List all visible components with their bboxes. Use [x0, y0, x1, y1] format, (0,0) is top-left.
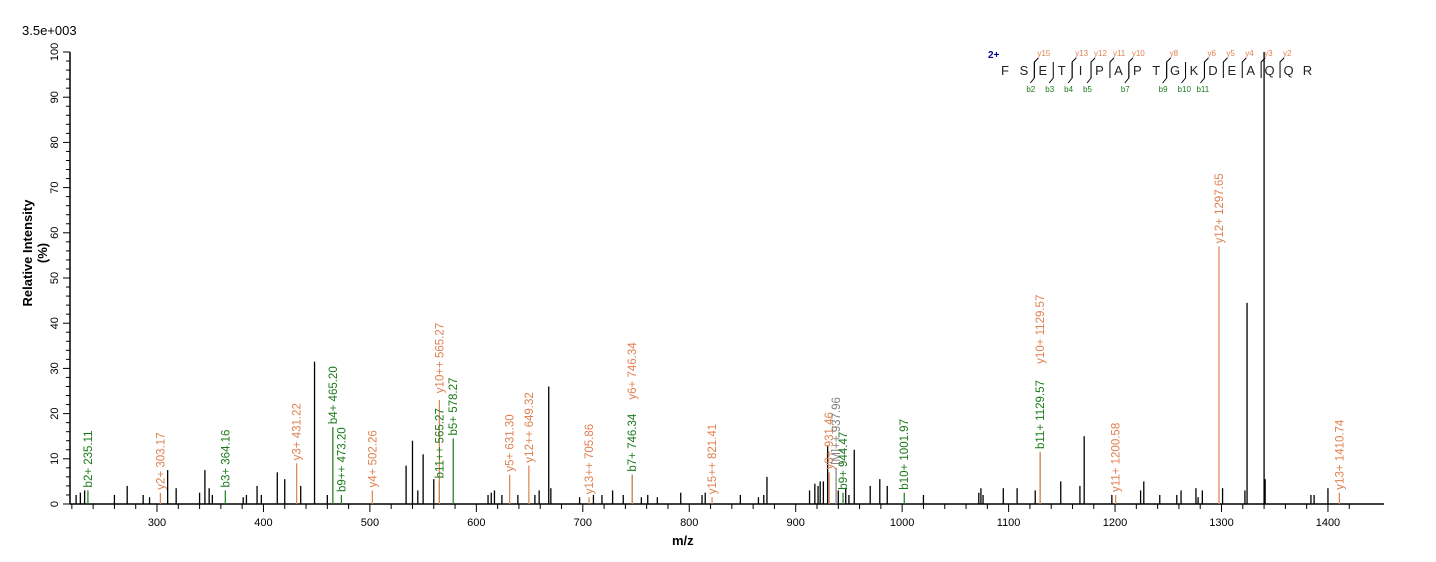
x-tick-label: 1300 [1209, 517, 1233, 529]
peak-label: y13+ 1410.74 [1334, 419, 1346, 490]
x-tick-label: 1100 [997, 517, 1021, 529]
residue: A [1246, 63, 1255, 78]
y-tick-label: 80 [49, 136, 61, 148]
peak-label: y10+ 1129.57 [1035, 295, 1047, 364]
peaks [75, 52, 1340, 504]
peak-label: b4+ 465.20 [328, 366, 340, 424]
peak-label: y11+ 1200.58 [1111, 423, 1123, 492]
y-tick-label: 50 [49, 272, 61, 284]
y-ion-marker: y6 [1207, 49, 1216, 58]
y-tick-label: 100 [49, 43, 61, 61]
peak-label: b10+ 1001.97 [899, 419, 911, 490]
x-tick-label: 1400 [1316, 517, 1340, 529]
y-ion-marker: y11 [1113, 49, 1126, 58]
residue: T [1152, 63, 1160, 78]
residue: A [1114, 63, 1123, 78]
y-tick-label: 70 [49, 181, 61, 193]
residue: G [1170, 63, 1180, 78]
peak-label: b11++ 565.27 [434, 408, 446, 478]
x-tick-label: 600 [467, 517, 485, 529]
residue: P [1095, 63, 1104, 78]
y-ion-marker: y5 [1226, 49, 1235, 58]
b-ion-marker: b2 [1026, 85, 1035, 94]
peak-label: [M]++ 937.96 [831, 397, 843, 465]
residue: R [1303, 63, 1312, 78]
y-tick-label: 20 [49, 407, 61, 419]
peak-label: b7+ 746.34 [627, 413, 639, 471]
peak-label: y8+ 931.46 [824, 412, 836, 469]
peak-label: y6+ 746.34 [627, 342, 639, 400]
peak-label: y13++ 705.86 [584, 424, 596, 494]
x-tick-label: 800 [680, 517, 698, 529]
peak-label: y3+ 431.22 [292, 403, 304, 460]
residue: P [1133, 63, 1142, 78]
charge-state: 2+ [988, 50, 1000, 61]
residue: F [1001, 63, 1009, 78]
residue: Q [1283, 63, 1293, 78]
peak-label: y4+ 502.26 [367, 430, 379, 487]
x-tick-label: 1200 [1103, 517, 1127, 529]
peak-label: b3+ 364.16 [220, 430, 232, 488]
y-tick-label: 40 [49, 317, 61, 329]
x-tick-label: 1000 [890, 517, 914, 529]
y-tick-label: 0 [49, 501, 61, 507]
x-tick-label: 700 [574, 517, 592, 529]
x-tick-label: 500 [361, 517, 379, 529]
b-ion-marker: b9 [1159, 85, 1168, 94]
y-ion-marker: y15 [1037, 49, 1050, 58]
y-ion-marker: y8 [1170, 49, 1179, 58]
residue: T [1058, 63, 1066, 78]
peak-label: y5+ 631.30 [505, 414, 517, 471]
y-ion-marker: y2 [1283, 49, 1292, 58]
peak-labels: b2+ 235.11 y2+ 303.17 b3+ 364.16 y3+ 431.22… [83, 173, 1346, 494]
peak-label: y2+ 303.17 [155, 432, 167, 489]
residue: K [1190, 63, 1199, 78]
residue: Q [1265, 63, 1275, 78]
y-ion-marker: y12 [1094, 49, 1107, 58]
x-tick-label: 300 [148, 517, 166, 529]
peak-label: b5+ 578.27 [448, 378, 460, 436]
peak-label: b11+ 1129.57 [1035, 380, 1047, 449]
x-tick-label: 400 [254, 517, 272, 529]
axes: 300 400 500 600 700 800 900 1000 1100 1200 1300 140… [49, 43, 1384, 529]
residue: E [1227, 63, 1236, 78]
residue: I [1079, 63, 1083, 78]
peak-label: y15++ 821.41 [707, 424, 719, 494]
peak-label: b9+ 944.47 [838, 432, 850, 490]
peak-label: y10++ 565.27 [434, 323, 446, 393]
y-tick-label: 90 [49, 91, 61, 103]
residue: D [1208, 63, 1217, 78]
x-axis-title: m/z [672, 533, 694, 548]
y-ion-marker: y10 [1132, 49, 1145, 58]
residue: S [1020, 63, 1029, 78]
b-ion-marker: b5 [1083, 85, 1092, 94]
peak-label: y12+ 1297.65 [1214, 173, 1226, 243]
y-ion-marker: y13 [1075, 49, 1088, 58]
y-ion-marker: y4 [1245, 49, 1254, 58]
x-tick-label: 900 [787, 517, 805, 529]
base-intensity-label: 3.5e+003 [22, 23, 77, 38]
y-tick-label: 30 [49, 362, 61, 374]
residue: E [1038, 63, 1047, 78]
y-tick-label: 10 [49, 453, 61, 465]
b-ion-marker: b3 [1045, 85, 1054, 94]
peak-label: y12++ 649.32 [524, 392, 536, 462]
y-tick-label: 60 [49, 227, 61, 239]
peak-label: b2+ 235.11 [83, 430, 95, 487]
y-ion-marker: y3 [1264, 49, 1273, 58]
b-ion-marker: b7 [1121, 85, 1130, 94]
b-ion-marker: b10 [1178, 85, 1192, 94]
b-ion-marker: b4 [1064, 85, 1073, 94]
peak-label: b9++ 473.20 [336, 427, 348, 492]
b-ion-marker: b11 [1196, 85, 1209, 94]
